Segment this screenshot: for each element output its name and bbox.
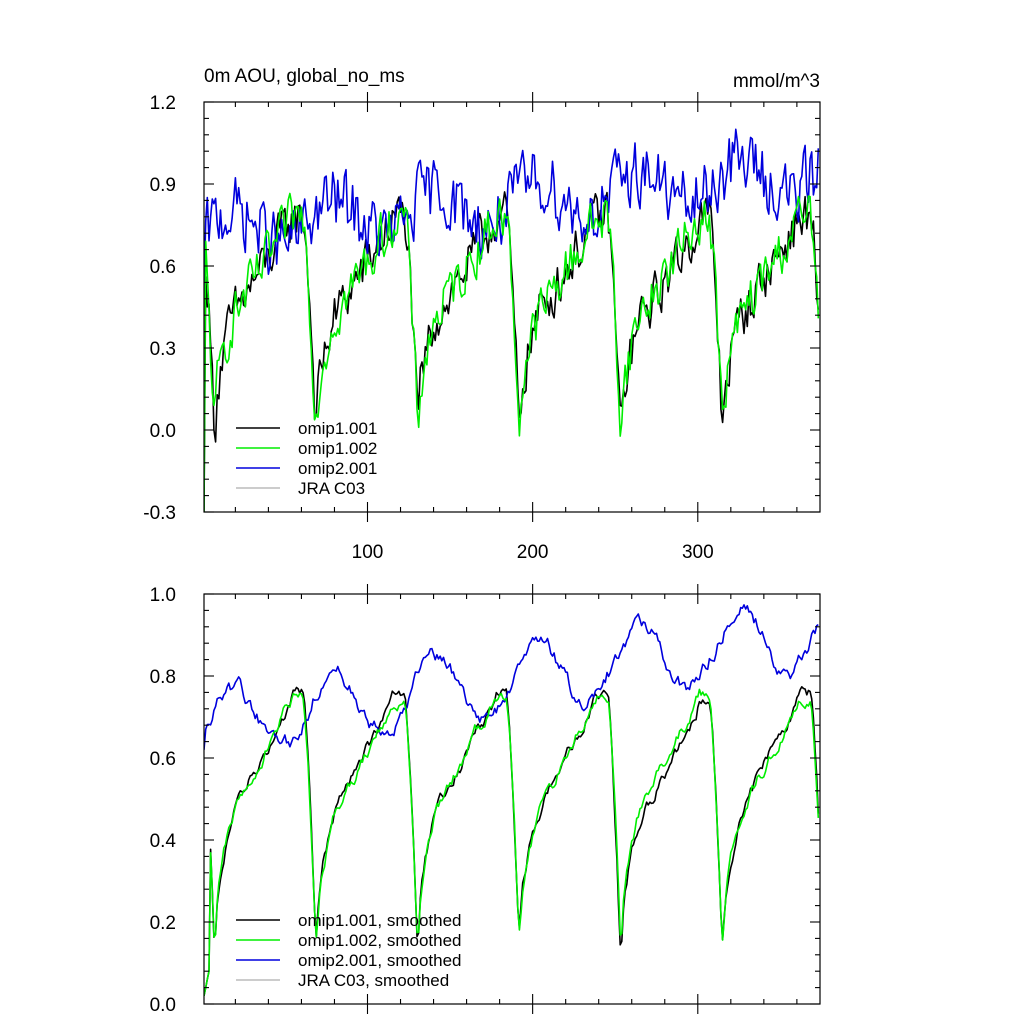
legend-label: omip1.001 <box>298 419 377 438</box>
plot-frame <box>203 101 821 513</box>
y-tick-label: 0.0 <box>150 421 176 442</box>
legend-label: omip2.001, smoothed <box>298 951 462 970</box>
top-chart-title: 0m AOU, global_no_ms <box>204 66 405 87</box>
legend-label: JRA C03 <box>298 479 365 498</box>
x-tick-label: 300 <box>682 542 714 563</box>
y-tick-label: -0.3 <box>143 503 176 524</box>
y-tick-label: 0.4 <box>150 831 177 852</box>
legend-label: omip2.001 <box>298 459 377 478</box>
y-tick-label: 0.2 <box>150 913 176 934</box>
legend-label: JRA C03, smoothed <box>298 971 449 990</box>
top-chart-units: mmol/m^3 <box>733 71 820 92</box>
series-line-omip2-001-smoothed <box>204 604 819 750</box>
y-tick-label: 0.6 <box>150 257 176 278</box>
series-line-omip1-002 <box>204 192 820 512</box>
y-tick-label: 0.8 <box>150 667 176 688</box>
x-tick-label: 100 <box>352 542 384 563</box>
x-tick-label: 200 <box>517 542 549 563</box>
legend-label: omip1.001, smoothed <box>298 911 462 930</box>
y-tick-label: 1.0 <box>150 585 176 606</box>
y-tick-label: 0.6 <box>150 749 176 770</box>
y-tick-label: 1.2 <box>150 93 176 114</box>
series-line-omip1-002-smoothed <box>204 688 820 996</box>
series-line-omip1-001-smoothed <box>204 686 820 996</box>
legend-label: omip1.002 <box>298 439 377 458</box>
plot-frame <box>203 593 821 1005</box>
y-tick-label: 0.9 <box>150 175 176 196</box>
legend-label: omip1.002, smoothed <box>298 931 462 950</box>
series-line-omip2-001 <box>204 128 820 294</box>
y-tick-label: 0.0 <box>150 995 176 1016</box>
y-tick-label: 0.3 <box>150 339 176 360</box>
